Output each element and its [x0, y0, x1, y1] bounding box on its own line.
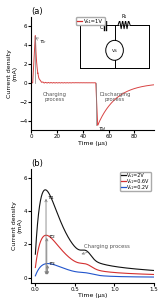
Text: $\tau_3$: $\tau_3$ — [48, 260, 57, 268]
Text: Charging process: Charging process — [82, 243, 130, 254]
X-axis label: Time (μs): Time (μs) — [78, 141, 107, 145]
Legend: Vₛ₁=2V, Vₛ₁=0.6V, Vₛ₁=0.2V: Vₛ₁=2V, Vₛ₁=0.6V, Vₛ₁=0.2V — [120, 172, 151, 191]
Text: Charging
process: Charging process — [43, 92, 67, 102]
Text: Discharging
process: Discharging process — [99, 92, 131, 102]
Text: $\tau_1$: $\tau_1$ — [47, 194, 55, 202]
Legend: Vₛ₁=1V: Vₛ₁=1V — [76, 17, 105, 25]
Text: $\tau_c$: $\tau_c$ — [36, 38, 47, 46]
Text: (b): (b) — [31, 160, 43, 168]
X-axis label: Time (μs): Time (μs) — [78, 293, 107, 298]
Y-axis label: Current density
(mA): Current density (mA) — [7, 49, 18, 98]
Text: $\tau_2$: $\tau_2$ — [48, 233, 56, 241]
Text: (a): (a) — [31, 7, 43, 16]
Text: $\tau_d$: $\tau_d$ — [98, 125, 106, 133]
Y-axis label: Current density
(mA): Current density (mA) — [12, 201, 22, 250]
